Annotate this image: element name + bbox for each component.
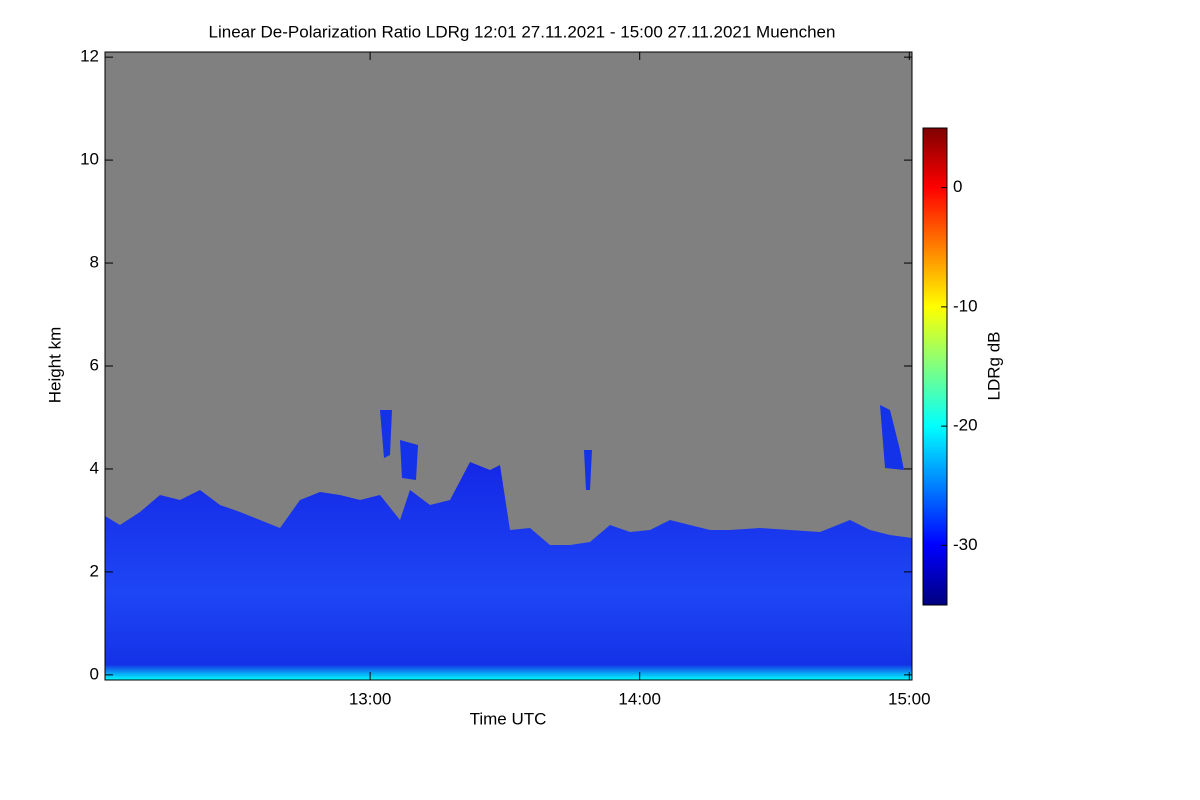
chart-title: Linear De-Polarization Ratio LDRg 12:01 … (209, 22, 836, 41)
colorbar (922, 127, 948, 606)
x-tick-label: 15:00 (888, 689, 931, 708)
y-tick-label: 10 (80, 150, 99, 169)
y-tick-label: 0 (90, 664, 99, 683)
y-tick-label: 8 (90, 253, 99, 272)
x-tick-label: 13:00 (349, 689, 392, 708)
colorbar-tick-label: -20 (953, 416, 978, 435)
y-tick-label: 2 (90, 561, 99, 580)
echo-region (105, 462, 912, 680)
y-tick-label: 12 (80, 47, 99, 66)
y-tick-label: 6 (90, 355, 99, 374)
colorbar-tick-label: -30 (953, 535, 978, 554)
y-tick-label: 4 (90, 458, 99, 477)
x-tick-label: 14:00 (618, 689, 661, 708)
colorbar-label: LDRg dB (984, 332, 1003, 401)
colorbar-tick-label: -10 (953, 296, 978, 315)
x-axis-label: Time UTC (470, 709, 547, 728)
y-axis-label: Height km (45, 327, 64, 404)
colorbar-tick-label: 0 (953, 177, 962, 196)
